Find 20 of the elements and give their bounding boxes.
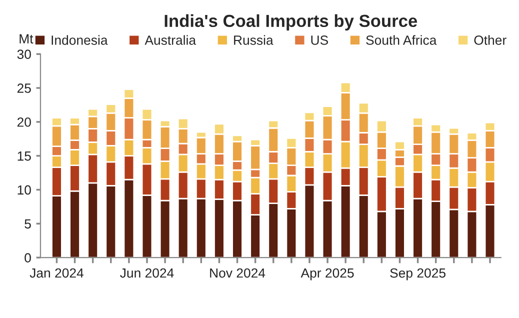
y-tick-label: 25	[17, 84, 31, 93]
x-tick-label: Sep 2025	[390, 268, 446, 280]
legend-label: South Africa	[366, 35, 437, 45]
x-tick-label: Nov 2024	[210, 268, 266, 278]
y-tick-label: 5	[24, 219, 31, 229]
y-tick-label: 10	[18, 185, 31, 195]
y-tick-label: 15	[18, 152, 31, 161]
y-tick-label: 20	[17, 117, 31, 127]
x-tick-label: Jan 2024	[30, 268, 84, 278]
y-axis-title: Mt	[20, 34, 34, 44]
y-tick-label: 0	[24, 253, 31, 262]
legend-label: Australia	[144, 35, 196, 45]
chart-title: India's Coal Imports by Source	[164, 14, 418, 30]
legend-label: Indonesia	[52, 35, 108, 45]
x-tick-label: Apr 2025	[300, 268, 354, 280]
x-tick-label: Jun 2024	[120, 268, 174, 278]
legend-label: US	[311, 36, 328, 45]
legend-label: Other	[474, 35, 506, 45]
y-tick-label: 30	[17, 50, 31, 59]
legend-label: Russia	[234, 35, 274, 45]
